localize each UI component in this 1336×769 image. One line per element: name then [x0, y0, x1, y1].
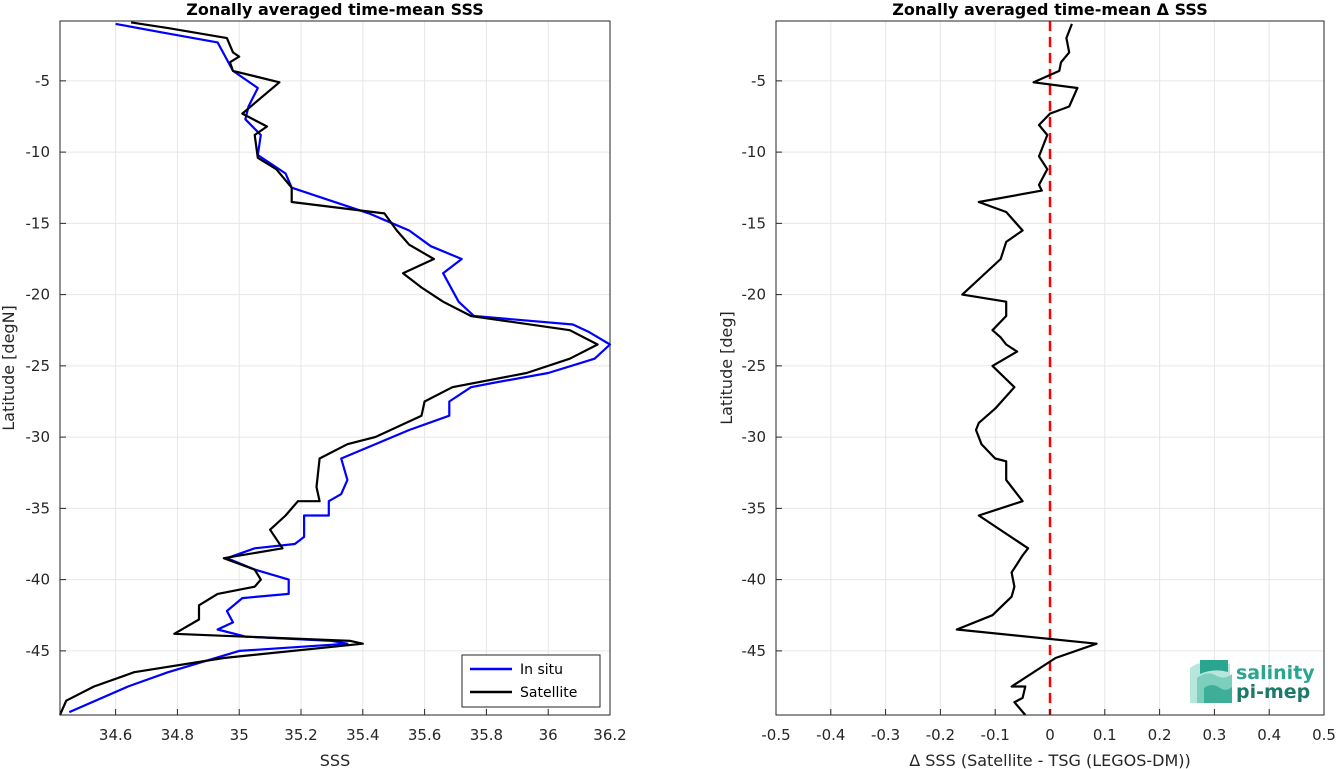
chart-sss-ytick-label: -45 [26, 642, 51, 660]
chart-delta-xtick-label: -0.4 [816, 726, 845, 744]
chart-sss-title: Zonally averaged time-mean SSS [186, 0, 484, 19]
chart-delta-ylabel: Latitude [deg] [717, 311, 736, 425]
chart-sss-plot-area [60, 21, 610, 715]
chart-sss-ytick-label: -35 [26, 499, 51, 517]
chart-delta-xtick-label: -0.2 [926, 726, 955, 744]
chart-delta-xtick-label: -0.1 [981, 726, 1010, 744]
chart-sss-series-line-in-situ [68, 22, 612, 714]
chart-sss-ticks: 34.6 34.8 35 35.2 35.4 35.6 35.8 36 36.2 -5 -10 -15… [26, 72, 627, 744]
chart-delta-xlabel: Δ SSS (Satellite - TSG (LEGOS-DM)) [909, 751, 1191, 769]
chart-sss: 34.6 34.8 35 35.2 35.4 35.6 35.8 36 36.2 -5 -10 -15… [0, 0, 627, 769]
chart-sss-xtick-label: 35.6 [408, 726, 441, 744]
chart-sss-xtick-label: 35.4 [346, 726, 379, 744]
chart-delta-xtick-label: -0.5 [761, 726, 790, 744]
legend: In situ Satellite [461, 654, 601, 708]
chart-delta-xtick-label: 0.2 [1148, 726, 1172, 744]
chart-delta-xtick-label: 0.1 [1093, 726, 1117, 744]
chart-sss-ytick-label: -10 [26, 143, 51, 161]
chart-delta-xtick-label: 0 [1045, 726, 1055, 744]
chart-delta-title: Zonally averaged time-mean Δ SSS [892, 0, 1208, 19]
chart-delta-series [955, 23, 1098, 716]
salinity-pi-mep-logo: salinity pi-mep [1190, 660, 1315, 703]
logo-text-pi-mep: pi-mep [1236, 681, 1310, 703]
chart-sss-xlabel: SSS [320, 751, 350, 769]
chart-delta-ytick-label: -45 [742, 642, 767, 660]
chart-sss-ytick-label: -15 [26, 214, 51, 232]
chart-delta-ytick-label: -20 [742, 286, 767, 304]
chart-delta-ytick-label: -15 [742, 214, 767, 232]
chart-sss-xtick-label: 36.2 [593, 726, 626, 744]
chart-sss-series-line-satellite [58, 21, 599, 716]
chart-sss-xtick-label: 35.2 [284, 726, 317, 744]
chart-sss-xtick-label: 36 [539, 726, 558, 744]
chart-delta-xtick-label: 0.3 [1202, 726, 1226, 744]
chart-sss-series [58, 21, 612, 716]
chart-sss-xtick-label: 34.8 [161, 726, 194, 744]
chart-delta-sss: -0.5 -0.4 -0.3 -0.2 -0.1 0 0.1 0.2 0.3 0.4 0.5 -5 -1… [717, 0, 1336, 769]
chart-delta-ytick-label: -35 [742, 499, 767, 517]
chart-sss-grid [60, 21, 611, 715]
chart-sss-ytick-label: -30 [26, 428, 51, 446]
chart-sss-frame [59, 20, 611, 716]
legend-label-in-situ: In situ [520, 662, 563, 678]
chart-delta-xtick-label: 0.5 [1312, 726, 1336, 744]
chart-sss-xtick-label: 35 [230, 726, 249, 744]
chart-delta-ytick-label: -25 [742, 357, 767, 375]
legend-box [461, 654, 601, 708]
logo-text-salinity: salinity [1236, 662, 1315, 684]
chart-delta-ytick-label: -5 [751, 72, 766, 90]
chart-delta-ticks: -0.5 -0.4 -0.3 -0.2 -0.1 0 0.1 0.2 0.3 0.4 0.5 -5 -1… [742, 72, 1336, 744]
chart-sss-ytick-label: -40 [26, 571, 51, 589]
legend-label-satellite: Satellite [520, 685, 577, 701]
chart-delta-ytick-label: -10 [742, 143, 767, 161]
chart-delta-series-line-delta [955, 23, 1098, 716]
chart-sss-ytick-label: -5 [35, 72, 50, 90]
chart-delta-xtick-label: 0.4 [1257, 726, 1281, 744]
chart-delta-xtick-label: -0.3 [871, 726, 900, 744]
chart-delta-ytick-label: -30 [742, 428, 767, 446]
chart-delta-ytick-label: -40 [742, 571, 767, 589]
chart-sss-ytick-label: -20 [26, 286, 51, 304]
chart-sss-ylabel: Latitude [degN] [0, 305, 18, 431]
chart-sss-ytick-label: -25 [26, 357, 51, 375]
chart-sss-xtick-label: 35.8 [470, 726, 503, 744]
chart-sss-xtick-label: 34.6 [99, 726, 132, 744]
logo-wave-icon [1190, 660, 1232, 703]
